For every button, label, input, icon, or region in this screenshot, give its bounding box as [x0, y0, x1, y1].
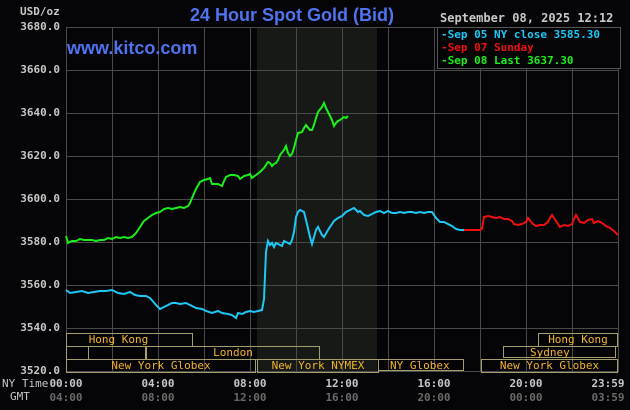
series-sep07-line [464, 212, 619, 236]
legend-item-sep07: -Sep 07 Sunday [438, 41, 620, 54]
session-label: Hong Kong [548, 333, 608, 346]
chart-datetime: September 08, 2025 12:12 [440, 11, 614, 25]
legend-swatch-icon: - [441, 28, 448, 41]
site-watermark[interactable]: www.kitco.com [67, 38, 198, 58]
session-label: Sydney [530, 346, 570, 359]
session-ny-globex-2: NY Globex [378, 359, 464, 372]
x-tick-ny-2000: 20:00 [509, 377, 543, 390]
chart-title: 24 Hour Spot Gold (Bid) [190, 5, 394, 25]
y-label-3680: 3680.0 [20, 20, 60, 33]
legend-label: Sep 07 Sunday [447, 41, 534, 54]
y-label-3540: 3540.0 [20, 321, 60, 334]
series-sep05-line [65, 206, 464, 320]
x-tick-ny-2359: 23:59 [591, 377, 625, 390]
session-label: New York Globex [111, 359, 211, 372]
x-tick-gmt-0359: 03:59 [591, 391, 625, 404]
legend-label: Sep 05 NY close 3585.30 [447, 28, 600, 41]
session-label: Hong Kong [88, 333, 149, 346]
session-ny-globex-3: New York Globex [481, 359, 618, 373]
x-axis-gmt-label: GMT [10, 390, 30, 403]
legend-item-sep08: -Sep 08 Last 3637.30 [438, 54, 620, 67]
session-label: New York Globex [499, 359, 600, 372]
x-tick-gmt-0400: 04:00 [49, 391, 83, 404]
x-tick-gmt-2000: 20:00 [417, 391, 451, 404]
session-ny-nymex: New York NYMEX [257, 359, 379, 373]
session-hong-kong-1: Hong Kong [66, 333, 193, 347]
y-label-3620: 3620.0 [20, 149, 60, 162]
legend-item-sep05: -Sep 05 NY close 3585.30 [438, 28, 620, 41]
y-label-3600: 3600.0 [20, 192, 60, 205]
session-bar-segment [87, 346, 146, 360]
session-london: London [146, 346, 320, 360]
series-sep08-line [65, 100, 349, 245]
y-label-3560: 3560.0 [20, 278, 60, 291]
y-label-3520: 3520.0 [20, 364, 60, 377]
session-hong-kong-2: Hong Kong [538, 333, 618, 347]
y-label-3660: 3660.0 [20, 63, 60, 76]
x-tick-gmt-0000: 00:00 [509, 391, 543, 404]
x-tick-ny-0000: 00:00 [49, 377, 83, 390]
x-tick-ny-1200: 12:00 [325, 377, 359, 390]
legend-swatch-icon: - [441, 41, 448, 54]
x-axis-ny-time-label: NY Time [2, 377, 49, 390]
x-tick-gmt-1200: 12:00 [233, 391, 267, 404]
session-label: NY Globex [390, 359, 450, 372]
vertical-gridlines [66, 27, 619, 372]
x-tick-gmt-0800: 08:00 [141, 391, 175, 404]
session-ny-globex-1: New York Globex [66, 359, 256, 373]
y-label-3580: 3580.0 [20, 235, 60, 248]
x-tick-ny-0800: 08:00 [233, 377, 267, 390]
y-axis-unit: USD/oz [20, 5, 60, 18]
legend: -Sep 05 NY close 3585.30 -Sep 07 Sunday … [437, 27, 621, 69]
x-tick-gmt-1600: 16:00 [325, 391, 359, 404]
session-label: New York NYMEX [271, 359, 365, 372]
x-tick-ny-0400: 04:00 [141, 377, 175, 390]
session-bar-segment [66, 346, 89, 360]
legend-swatch-icon: - [441, 54, 448, 67]
session-label: London [213, 346, 253, 359]
y-label-3640: 3640.0 [20, 106, 60, 119]
legend-label: Sep 08 Last 3637.30 [447, 54, 574, 67]
session-sydney: Sydney [503, 346, 616, 359]
x-tick-ny-1600: 16:00 [417, 377, 451, 390]
